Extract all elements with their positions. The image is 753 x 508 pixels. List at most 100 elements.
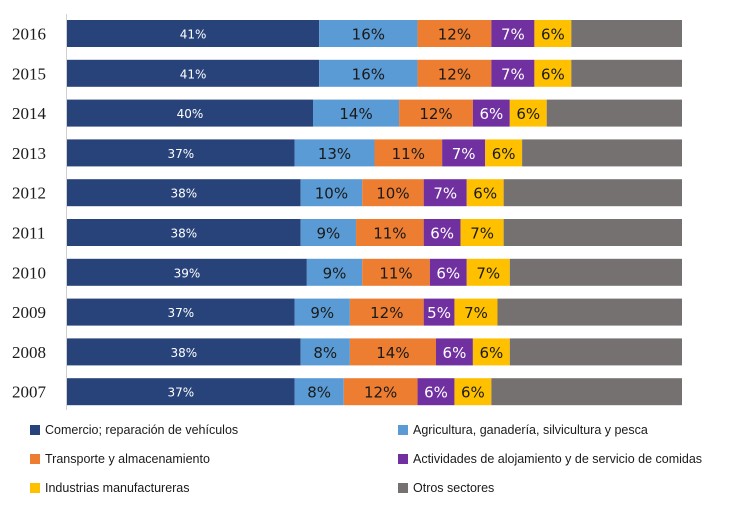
legend-label: Industrias manufactureras [45,481,190,495]
data-label: 11% [379,264,412,282]
data-label: 37% [167,306,194,320]
data-label: 7% [452,145,476,163]
data-label: 5% [427,304,451,322]
year-labels-group: 2016 2015 2014 2013 2012 2011 2010 2009 2008 2007 [12,25,47,402]
bar-segment [466,258,510,286]
data-label: 12% [438,65,471,83]
data-label: 7% [433,185,457,203]
bar-segment [472,99,510,127]
legend-label: Agricultura, ganadería, silvicultura y p… [413,423,648,437]
bar-segment [319,59,418,87]
data-label: 16% [352,26,385,44]
bar-segment [294,298,350,326]
bar-segment [423,298,455,326]
bar-segment [491,378,682,406]
year-label: 2013 [12,144,46,163]
bar-segment [67,258,307,286]
legend-item: Comercio; reparación de vehículos [30,423,238,437]
bar-segment [429,258,467,286]
bar-segment [67,59,320,87]
bar-segment [313,99,400,127]
bar-segment [67,139,295,167]
bar-segment [442,139,486,167]
bar-segment [491,20,535,47]
data-label: 14% [376,344,409,362]
data-label: 7% [476,264,500,282]
bar-segment [67,378,295,406]
data-label: 13% [318,145,351,163]
bar-segment [362,179,424,207]
data-label: 12% [438,26,471,44]
data-label: 16% [352,65,385,83]
data-label: 11% [392,145,425,163]
data-label: 6% [541,26,565,44]
data-label: 40% [177,107,204,121]
bar-segment [362,258,430,286]
data-label: 9% [316,225,340,243]
year-label: 2008 [12,343,46,362]
bar-segment [466,179,504,207]
legend-swatch [30,454,40,464]
bar-segment [399,99,473,127]
bar-segment [546,99,682,127]
data-label: 38% [171,227,198,241]
year-label: 2016 [12,25,46,44]
bar-segment [460,219,504,246]
bar-segment [300,179,363,207]
bar-segment [294,378,344,406]
data-label: 8% [307,384,331,402]
legend-item: Actividades de alojamiento y de servicio… [398,452,702,466]
year-label: 2012 [12,184,46,203]
data-label: 7% [470,225,494,243]
data-label: 10% [315,185,348,203]
bar-segment [67,99,313,127]
data-label: 38% [171,187,198,201]
data-label: 6% [492,145,516,163]
bar-segment [454,378,492,406]
year-label: 2007 [12,383,47,402]
legend-label: Otros sectores [413,481,495,495]
bar-segment [67,298,295,326]
legend-item: Industrias manufactureras [30,481,190,495]
legend-item: Otros sectores [398,481,494,495]
data-label: 41% [180,28,207,42]
bar-segment [571,59,682,87]
bar-segment [436,338,473,366]
bar-segment [485,139,523,167]
bar-segment [67,20,320,47]
data-label: 12% [370,304,403,322]
stacked-bar-chart: 41% 16% 12% 7% 6% 41% 16% 12% 7% 6% 40% 14% 12% 6% 6% 3… [12,14,682,410]
data-label: 6% [479,105,503,123]
bar-segment [300,219,357,246]
bar-segment [374,139,443,167]
data-label: 10% [376,185,409,203]
data-label: 37% [167,386,194,400]
data-label: 6% [443,344,467,362]
bar-segment [497,298,682,326]
legend-item: Agricultura, ganadería, silvicultura y p… [398,423,648,437]
data-label: 8% [313,344,337,362]
bar-segment [503,179,682,207]
legend-swatch [398,483,408,493]
bar-segment [503,219,682,246]
legend-item: Transporte y almacenamiento [30,452,210,466]
bar-segment [491,59,535,87]
bar-segment [417,59,492,87]
bar-segment [67,338,301,366]
legend-swatch [398,425,408,435]
data-label: 6% [430,225,454,243]
data-label: 7% [501,65,525,83]
bar-segment [417,378,455,406]
bar-segment [349,298,424,326]
bar-segment [509,338,682,366]
data-label: 9% [323,264,347,282]
bar-segment [294,139,375,167]
data-label: 38% [171,346,198,360]
legend-swatch [398,454,408,464]
legend-swatch [30,425,40,435]
bar-segment [454,298,498,326]
bar-segment [319,20,418,47]
data-label: 37% [167,147,194,161]
year-label: 2014 [12,104,47,123]
year-label: 2011 [12,224,45,243]
